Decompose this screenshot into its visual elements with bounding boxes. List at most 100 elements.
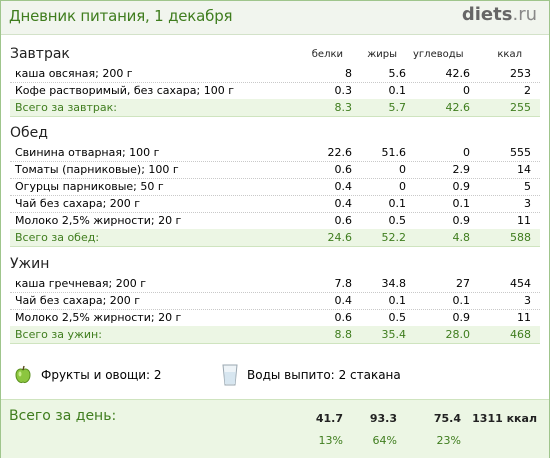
food-name: Кофе растворимый, без сахара; 100 г [15, 84, 234, 97]
kcal-total: 255 [510, 101, 531, 114]
carbs-value: 0.9 [452, 311, 471, 324]
water-value: 2 стакана [338, 368, 401, 382]
carbs-total: 28.0 [445, 328, 471, 341]
column-header-fat: жиры [367, 49, 397, 60]
meal-total-row: Всего за завтрак: 8.3 5.7 42.6 255 [10, 99, 540, 117]
table-row: каша гречневая; 200 г 7.8 34.8 27 454 [10, 275, 540, 293]
table-row: Чай без сахара; 200 г 0.4 0.1 0.1 3 [10, 195, 540, 213]
logo-main: diets [461, 4, 513, 25]
column-header-carbs: углеводы [413, 49, 464, 60]
day-fat: 93.3 [369, 412, 397, 425]
fat-value: 0.5 [388, 214, 407, 227]
day-protein: 41.7 [315, 412, 343, 425]
fat-value: 34.8 [381, 277, 407, 290]
food-name: Свинина отварная; 100 г [15, 146, 160, 159]
fat-value: 0 [399, 180, 406, 193]
day-protein-percent: 13% [318, 434, 343, 447]
site-logo[interactable]: diets.ru [462, 4, 537, 25]
kcal-total: 468 [510, 328, 531, 341]
food-name: каша овсяная; 200 г [15, 67, 133, 80]
kcal-value: 3 [524, 294, 531, 307]
carbs-value: 0 [463, 146, 470, 159]
carbs-value: 0.1 [452, 197, 471, 210]
fat-total: 5.7 [388, 101, 407, 114]
fat-total: 52.2 [381, 231, 407, 244]
carbs-total: 42.6 [445, 101, 471, 114]
fat-value: 0.1 [388, 197, 407, 210]
column-header-protein: белки [311, 49, 343, 60]
fat-value: 0.5 [388, 311, 407, 324]
table-row: Молоко 2,5% жирности; 20 г 0.6 0.5 0.9 1… [10, 309, 540, 327]
table-row: каша овсяная; 200 г 8 5.6 42.6 253 [10, 65, 540, 83]
day-total-label: Всего за день: [9, 408, 117, 424]
carbs-value: 27 [456, 277, 470, 290]
carbs-value: 42.6 [445, 67, 471, 80]
protein-total: 8.8 [334, 328, 353, 341]
kcal-value: 2 [524, 84, 531, 97]
fat-value: 51.6 [381, 146, 407, 159]
fruits-counter: Фрукты и овощи: 2 [41, 368, 162, 382]
apple-icon [15, 365, 31, 383]
water-counter: Воды выпито: 2 стакана [247, 368, 401, 382]
fat-value: 0 [399, 163, 406, 176]
protein-value: 0.4 [334, 294, 353, 307]
day-carbs-percent: 23% [436, 434, 461, 447]
protein-value: 0.4 [334, 180, 353, 193]
kcal-value: 3 [524, 197, 531, 210]
fat-value: 5.6 [388, 67, 407, 80]
meal-title-lunch: Обед [10, 125, 48, 141]
glass-icon [222, 364, 238, 386]
protein-total: 8.3 [334, 101, 353, 114]
table-row: Огурцы парниковые; 50 г 0.4 0 0.9 5 [10, 178, 540, 196]
kcal-value: 11 [517, 311, 531, 324]
meal-title-dinner: Ужин [10, 256, 50, 272]
logo-tld: .ru [512, 4, 537, 25]
meal-total-row: Всего за обед: 24.6 52.2 4.8 588 [10, 229, 540, 247]
food-name: Огурцы парниковые; 50 г [15, 180, 164, 193]
food-name: Молоко 2,5% жирности; 20 г [15, 311, 182, 324]
food-name: Чай без сахара; 200 г [15, 294, 141, 307]
protein-value: 0.6 [334, 311, 353, 324]
carbs-value: 2.9 [452, 163, 471, 176]
total-label: Всего за завтрак: [15, 101, 118, 114]
meal-total-row: Всего за ужин: 8.8 35.4 28.0 468 [10, 326, 540, 344]
meal-title-breakfast: Завтрак [10, 46, 70, 62]
protein-value: 8 [345, 67, 352, 80]
protein-value: 0.6 [334, 214, 353, 227]
carbs-total: 4.8 [452, 231, 471, 244]
food-name: Молоко 2,5% жирности; 20 г [15, 214, 182, 227]
carbs-value: 0.1 [452, 294, 471, 307]
protein-total: 24.6 [327, 231, 353, 244]
fat-value: 0.1 [388, 84, 407, 97]
protein-value: 0.6 [334, 163, 353, 176]
fat-value: 0.1 [388, 294, 407, 307]
day-total: Всего за день: 41.7 93.3 75.4 1311 ккал … [1, 399, 549, 458]
food-name: Чай без сахара; 200 г [15, 197, 141, 210]
protein-value: 22.6 [327, 146, 353, 159]
kcal-total: 588 [510, 231, 531, 244]
column-header-kcal: ккал [497, 49, 522, 60]
carbs-value: 0.9 [452, 214, 471, 227]
protein-value: 0.4 [334, 197, 353, 210]
day-kcal: 1311 ккал [472, 412, 537, 425]
fruits-value: 2 [153, 368, 162, 382]
protein-value: 0.3 [334, 84, 353, 97]
table-row: Томаты (парниковые); 100 г 0.6 0 2.9 14 [10, 161, 540, 179]
fat-total: 35.4 [381, 328, 407, 341]
carbs-value: 0 [463, 84, 470, 97]
kcal-value: 454 [510, 277, 531, 290]
day-carbs: 75.4 [433, 412, 461, 425]
header: Дневник питания, 1 декабря diets.ru [1, 1, 549, 35]
food-name: каша гречневая; 200 г [15, 277, 146, 290]
page-title: Дневник питания, 1 декабря [9, 7, 233, 25]
food-name: Томаты (парниковые); 100 г [15, 163, 179, 176]
kcal-value: 253 [510, 67, 531, 80]
table-row: Кофе растворимый, без сахара; 100 г 0.3 … [10, 82, 540, 100]
day-fat-percent: 64% [372, 434, 397, 447]
table-row: Молоко 2,5% жирности; 20 г 0.6 0.5 0.9 1… [10, 212, 540, 230]
kcal-value: 555 [510, 146, 531, 159]
total-label: Всего за ужин: [15, 328, 102, 341]
table-row: Свинина отварная; 100 г 22.6 51.6 0 555 [10, 144, 540, 162]
protein-value: 7.8 [334, 277, 353, 290]
kcal-value: 5 [524, 180, 531, 193]
